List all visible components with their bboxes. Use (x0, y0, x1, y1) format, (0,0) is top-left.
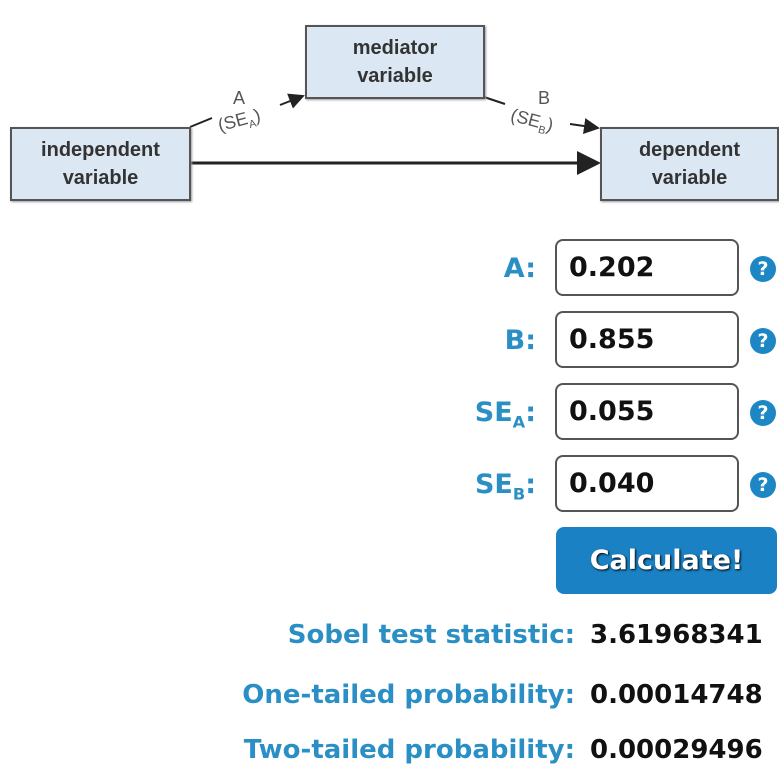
sea-label: SEA: (474, 397, 536, 432)
seb-label: SEB: (474, 469, 536, 504)
sea-input[interactable] (555, 383, 739, 440)
dependent-variable-box: dependent variable (600, 127, 779, 201)
sobel-statistic-value: 3.61968341 (590, 620, 763, 650)
mediator-variable-box: mediator variable (305, 25, 485, 99)
b-label: B: (504, 325, 536, 356)
one-tailed-label: One-tailed probability: (242, 680, 575, 710)
calculate-button[interactable]: Calculate! (556, 527, 777, 594)
b-input[interactable] (555, 311, 739, 368)
a-help-icon[interactable]: ? (750, 256, 776, 282)
path-b-label: B (538, 88, 551, 108)
a-label: A: (503, 253, 536, 284)
path-b-arrow (483, 96, 598, 128)
one-tailed-value: 0.00014748 (590, 680, 763, 710)
two-tailed-value: 0.00029496 (590, 735, 763, 765)
independent-variable-box: independent variable (10, 127, 191, 201)
two-tailed-label: Two-tailed probability: (243, 735, 575, 765)
path-a-label: A (233, 88, 246, 108)
sea-help-icon[interactable]: ? (750, 400, 776, 426)
mediation-diagram-arrows (189, 0, 779, 175)
seb-help-icon[interactable]: ? (750, 472, 776, 498)
b-help-icon[interactable]: ? (750, 328, 776, 354)
sobel-statistic-label: Sobel test statistic: (287, 620, 575, 650)
path-a-arrow (189, 96, 303, 128)
a-input[interactable] (555, 239, 739, 296)
seb-input[interactable] (555, 455, 739, 512)
